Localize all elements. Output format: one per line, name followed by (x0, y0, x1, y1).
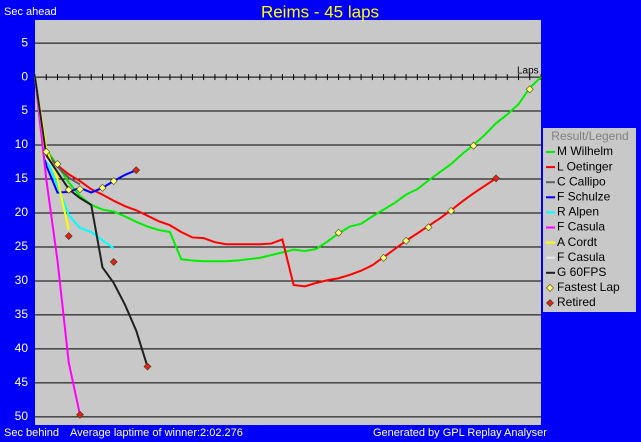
marker (42, 147, 51, 156)
y-label-top: Sec ahead (4, 6, 57, 18)
legend-label: R Alpen (557, 205, 599, 219)
y-tick-label: 45 (15, 375, 29, 389)
y-tick-label: 35 (15, 307, 29, 321)
marker (109, 177, 118, 185)
footer-left: Average laptime of winner:2:02.276 (70, 427, 243, 439)
marker (76, 185, 84, 194)
y-label-bottom: Sec behind (4, 427, 59, 439)
legend-title: Result/Legend (551, 129, 628, 143)
legend-label: M Wilhelm (557, 144, 613, 158)
marker (132, 166, 141, 175)
marker (64, 185, 73, 194)
y-tick-label: 5 (21, 35, 28, 49)
y-tick-label: 40 (15, 341, 29, 355)
chart-title: Reims - 45 laps (261, 2, 379, 21)
legend-box (543, 128, 636, 312)
marker (525, 85, 534, 94)
marker (379, 253, 388, 262)
legend-label: G 60FPS (557, 265, 606, 279)
marker (64, 232, 73, 241)
marker (492, 174, 500, 183)
legend-label: F Schulze (557, 189, 611, 203)
y-tick-label: 10 (15, 137, 29, 151)
series-line (34, 76, 137, 194)
marker (334, 228, 343, 237)
plot-area (35, 20, 541, 425)
series-line (34, 76, 497, 288)
y-tick-label: 15 (15, 171, 29, 185)
marker (402, 236, 410, 245)
legend-label: C Callipo (557, 174, 606, 188)
marker (98, 183, 107, 192)
marker (424, 223, 433, 232)
marker (469, 141, 478, 150)
legend-label: F Casula (557, 250, 605, 264)
y-tick-label: 25 (15, 239, 29, 253)
series-line (34, 76, 149, 367)
legend-label: L Oetinger (557, 159, 613, 173)
marker (76, 410, 84, 419)
legend-label: A Cordt (557, 235, 598, 249)
marker (109, 257, 118, 266)
footer-right: Generated by GPL Replay Analyser (373, 427, 547, 439)
series-line (34, 76, 542, 263)
marker (53, 160, 62, 168)
legend-label: F Casula (557, 220, 605, 234)
series-line (34, 76, 81, 416)
y-tick-label: 50 (15, 409, 29, 423)
series-line (34, 76, 115, 250)
marker (447, 207, 455, 215)
legend-swatch (546, 283, 554, 292)
marker (143, 362, 152, 371)
legend-label: Fastest Lap (557, 280, 620, 294)
x-axis-label: Laps (517, 66, 539, 77)
y-tick-label: 20 (15, 205, 29, 219)
legend-label: Retired (557, 295, 596, 309)
legend-swatch (546, 299, 554, 307)
y-tick-label: 0 (21, 69, 28, 83)
y-tick-label: 30 (15, 273, 29, 287)
y-tick-label: 5 (21, 103, 28, 117)
